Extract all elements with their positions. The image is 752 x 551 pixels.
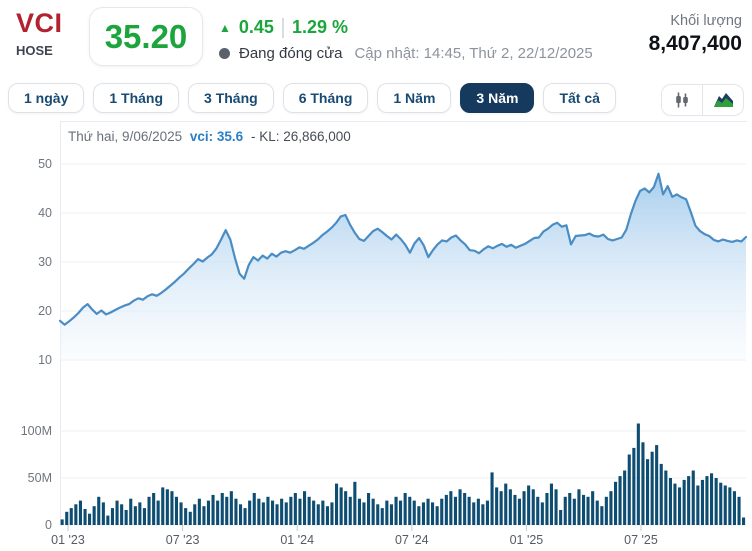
svg-text:01 '25: 01 '25 xyxy=(510,533,544,547)
volume-value: 8,407,400 xyxy=(648,32,742,55)
change-divider xyxy=(281,17,284,38)
candlestick-icon xyxy=(676,92,688,108)
svg-text:07 '24: 07 '24 xyxy=(395,533,429,547)
candlestick-chart-button[interactable] xyxy=(662,85,702,115)
tooltip-volume: - KL: 26,866,000 xyxy=(250,129,351,144)
range-tab-3-thang[interactable]: 3 Tháng xyxy=(188,83,274,113)
chart-tooltip: Thứ hai, 9/06/2025 vci: 35.6 - KL: 26,86… xyxy=(68,129,351,144)
chart-type-divider xyxy=(702,85,703,115)
range-tab-6-thang[interactable]: 6 Tháng xyxy=(282,83,369,113)
current-price: 35.20 xyxy=(104,17,188,55)
market-status-row: Đang đóng cửa Cập nhật: 14:45, Thứ 2, 22… xyxy=(219,45,593,62)
chart-type-switcher xyxy=(661,84,744,116)
up-arrow-icon: ▲ xyxy=(219,20,231,35)
svg-text:30: 30 xyxy=(38,255,52,269)
market-status-dot-icon xyxy=(219,48,230,59)
volume-label: Khối lượng xyxy=(670,13,742,29)
svg-text:07 '23: 07 '23 xyxy=(166,533,200,547)
svg-text:01 '23: 01 '23 xyxy=(51,533,85,547)
mountain-area-icon xyxy=(713,93,733,107)
range-tab-1-ngay[interactable]: 1 ngày xyxy=(8,83,85,113)
range-tabs: 1 ngày 1 Tháng 3 Tháng 6 Tháng 1 Năm 3 N… xyxy=(8,83,616,113)
range-tab-1-thang[interactable]: 1 Tháng xyxy=(93,83,180,113)
svg-text:10: 10 xyxy=(38,353,52,367)
current-price-badge: 35.20 xyxy=(89,7,203,66)
last-updated: Cập nhật: 14:45, Thứ 2, 22/12/2025 xyxy=(354,45,593,62)
change-value: 0.45 xyxy=(238,17,274,37)
range-tab-3-nam[interactable]: 3 Năm xyxy=(460,83,535,113)
svg-text:07 '25: 07 '25 xyxy=(624,533,658,547)
svg-text:01 '24: 01 '24 xyxy=(280,533,314,547)
exchange-label: HOSE xyxy=(16,43,53,58)
svg-text:0: 0 xyxy=(45,518,52,532)
chart-frame xyxy=(60,121,747,526)
market-status: Đang đóng cửa xyxy=(239,45,343,62)
ticker-symbol: VCI xyxy=(16,8,63,38)
tooltip-date: Thứ hai, 9/06/2025 xyxy=(68,129,183,144)
svg-text:40: 40 xyxy=(38,206,52,220)
svg-text:50: 50 xyxy=(38,157,52,171)
range-tab-1-nam[interactable]: 1 Năm xyxy=(377,83,452,113)
svg-text:20: 20 xyxy=(38,304,52,318)
svg-text:100M: 100M xyxy=(21,424,52,438)
area-chart-button[interactable] xyxy=(703,85,743,115)
range-tab-tat-ca[interactable]: Tất cả xyxy=(543,83,616,113)
price-change-row: ▲ 0.45 1.29 % xyxy=(219,17,348,38)
tooltip-symbol-value: vci: 35.6 xyxy=(189,129,244,144)
change-percent: 1.29 % xyxy=(291,17,348,37)
svg-text:50M: 50M xyxy=(28,471,52,485)
